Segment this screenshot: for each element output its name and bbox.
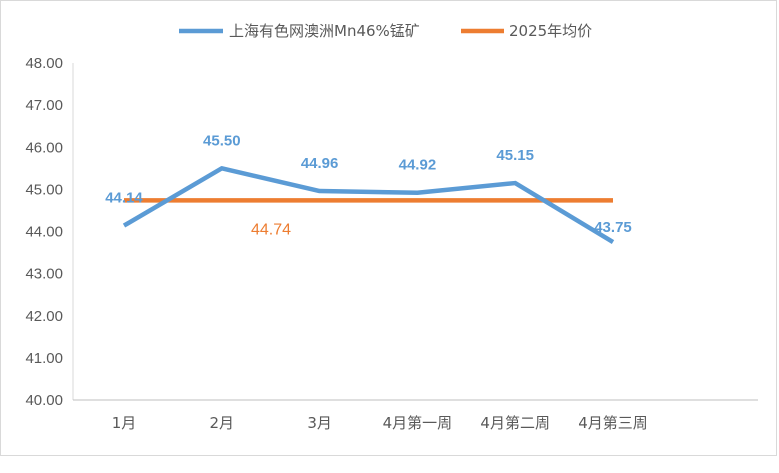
y-tick-label: 40.00 [25, 392, 63, 409]
legend-label-series-2: 2025年均价 [509, 22, 592, 40]
series-line-manganese [122, 166, 615, 244]
x-tick-label: 2月 [210, 414, 235, 432]
x-tick-label: 4月第一周 [383, 414, 453, 432]
data-label: 44.92 [399, 157, 437, 174]
drop-lines [123, 168, 614, 398]
average-data-label: 44.74 [251, 221, 291, 238]
legend-label-series-1: 上海有色网澳洲Mn46%锰矿 [229, 22, 420, 40]
x-tick-label: 4月第二周 [480, 414, 550, 432]
y-tick-label: 48.00 [25, 55, 63, 72]
data-label: 44.14 [105, 190, 143, 207]
y-tick-labels: 40.00 41.00 42.00 43.00 44.00 45.00 46.00 47.00… [25, 55, 63, 409]
data-labels: 44.14 45.50 44.96 44.92 45.15 43.75 44.74 [105, 132, 632, 238]
x-tick-label: 4月第三周 [578, 414, 648, 432]
data-label: 44.96 [301, 155, 339, 172]
data-label: 45.15 [496, 147, 534, 164]
x-tick-label: 3月 [307, 414, 332, 432]
x-tick-label: 1月 [112, 414, 137, 432]
chart-frame: 上海有色网澳洲Mn46%锰矿 2025年均价 40.00 41.00 42.00 43… [0, 0, 777, 456]
y-tick-label: 46.00 [25, 139, 63, 156]
y-tick-label: 44.00 [25, 224, 63, 241]
data-label: 45.50 [203, 132, 241, 149]
y-tick-label: 41.00 [25, 350, 63, 367]
legend: 上海有色网澳洲Mn46%锰矿 2025年均价 [179, 22, 592, 40]
y-tick-label: 47.00 [25, 97, 63, 114]
y-tick-label: 42.00 [25, 308, 63, 325]
y-tick-label: 45.00 [25, 181, 63, 198]
x-tick-labels: 1月 2月 3月 4月第一周 4月第二周 4月第三周 [112, 414, 648, 432]
y-tick-label: 43.00 [25, 266, 63, 283]
series-lines [122, 166, 615, 244]
data-label: 43.75 [594, 219, 632, 236]
